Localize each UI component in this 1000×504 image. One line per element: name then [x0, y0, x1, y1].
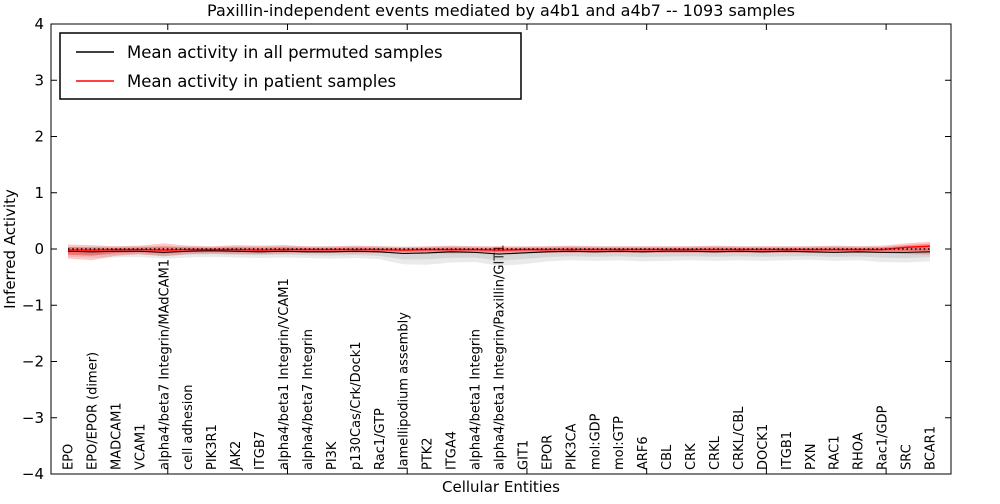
x-tick-label: mol:GDP: [588, 413, 603, 470]
x-tick-label: alpha4/beta1 Integrin/Paxillin/GIT1: [493, 244, 508, 470]
y-tick-label: −2: [22, 353, 44, 371]
chart-title: Paxillin-independent events mediated by …: [207, 1, 795, 20]
x-tick-label: RAC1: [828, 435, 843, 470]
x-tick-label: PXN: [804, 444, 819, 470]
legend-box: [59, 32, 522, 100]
x-tick-label: ITGB1: [780, 431, 795, 470]
x-tick-label: PIK3R1: [205, 424, 220, 470]
y-tick-label: 2: [34, 128, 44, 146]
x-tick-label: ITGA4: [445, 431, 460, 470]
legend-label-permuted: Mean activity in all permuted samples: [127, 43, 443, 62]
y-tick-label: 4: [34, 15, 44, 33]
x-tick-label: SRC: [900, 444, 915, 470]
x-tick-label: lamellipodium assembly: [397, 312, 412, 470]
series-band: [68, 245, 930, 266]
y-tick-label: −4: [22, 465, 44, 483]
y-tick-label: 3: [34, 71, 44, 89]
series-line: [67, 250, 931, 255]
x-tick-label: MADCAM1: [109, 402, 124, 470]
x-tick-label: PTK2: [421, 437, 436, 470]
x-tick-label: JAK2: [229, 441, 244, 471]
y-tick-label: −3: [22, 409, 44, 427]
x-tick-label: Rac1/GTP: [373, 408, 388, 470]
y-tick-label: 0: [34, 240, 44, 258]
x-tick-label: cell adhesion: [181, 384, 196, 470]
x-tick-label: BCAR1: [924, 426, 939, 470]
x-tick-label: RHOA: [852, 432, 867, 470]
x-tick-label: EPO/EPOR (dimer): [85, 352, 100, 470]
x-tick-label: alpha4/beta7 Integrin: [301, 329, 316, 470]
x-tick-label: EPO: [62, 444, 77, 470]
x-tick-label: Rac1/GDP: [876, 405, 891, 470]
x-tick-label: alpha4/beta1 Integrin: [469, 329, 484, 470]
x-tick-label: PIK3CA: [564, 423, 579, 470]
legend-label-patient: Mean activity in patient samples: [127, 72, 396, 91]
y-tick-label: 1: [34, 184, 44, 202]
x-tick-label: ARF6: [636, 436, 651, 470]
x-tick-label: GIT1: [516, 440, 531, 470]
x-tick-label: CBL: [660, 444, 675, 470]
x-tick-label: alpha4/beta1 Integrin/VCAM1: [277, 278, 292, 470]
axes-frame: [50, 23, 952, 475]
plot-area: EPO EPO/EPOR (dimer) MADCAM1 VCAM1 alpha4/be…: [22, 15, 951, 483]
x-tick-label: ITGB7: [253, 431, 268, 470]
x-tick-label: p130Cas/Crk/Dock1: [349, 341, 364, 470]
x-tick-label: CRKL/CBL: [732, 406, 747, 470]
y-axis-label: Inferred Activity: [1, 189, 19, 309]
x-tick-label: mol:GTP: [612, 416, 627, 470]
series-band: [68, 241, 930, 261]
legend: Mean activity in all permuted samples Me…: [59, 32, 522, 100]
x-tick-label: DOCK1: [756, 424, 771, 470]
x-tick-label: CRKL: [708, 435, 723, 470]
x-tick-label: VCAM1: [133, 424, 148, 470]
x-tick-label: EPOR: [540, 435, 555, 470]
x-tick-label: alpha4/beta7 Integrin/MAdCAM1: [157, 259, 172, 470]
x-tick-label: CRK: [684, 443, 699, 470]
x-axis-label: Cellular Entities: [442, 478, 560, 496]
x-tick-label: PI3K: [325, 441, 340, 470]
y-tick-label: −1: [22, 296, 44, 314]
